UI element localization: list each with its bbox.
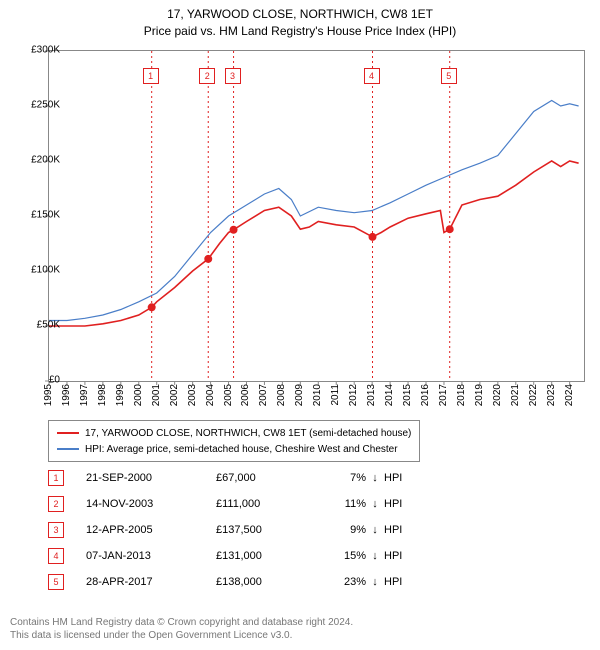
x-tick-label: 1997 xyxy=(79,384,90,406)
sale-price: £67,000 xyxy=(216,472,316,484)
footer-attribution: Contains HM Land Registry data © Crown c… xyxy=(10,616,353,642)
x-tick-label: 2024 xyxy=(564,384,575,406)
legend-item: 17, YARWOOD CLOSE, NORTHWICH, CW8 1ET (s… xyxy=(57,425,411,441)
x-tick-label: 2010 xyxy=(312,384,323,406)
x-tick-label: 2008 xyxy=(276,384,287,406)
sale-marker-box: 1 xyxy=(48,470,64,486)
sale-date: 28-APR-2017 xyxy=(86,576,216,588)
sale-marker-box: 4 xyxy=(48,548,64,564)
sales-row: 4 07-JAN-2013£131,00015%↓HPI xyxy=(48,543,424,569)
down-arrow-icon: ↓ xyxy=(366,550,384,562)
x-tick-label: 1996 xyxy=(61,384,72,406)
sale-hpi-suffix: HPI xyxy=(384,576,424,588)
sale-price: £137,500 xyxy=(216,524,316,536)
sale-pct: 7% xyxy=(316,472,366,484)
x-tick-label: 2019 xyxy=(474,384,485,406)
chart-sale-marker: 2 xyxy=(199,68,215,84)
x-tick-label: 2002 xyxy=(169,384,180,406)
legend: 17, YARWOOD CLOSE, NORTHWICH, CW8 1ET (s… xyxy=(48,420,420,462)
sale-date: 21-SEP-2000 xyxy=(86,472,216,484)
chart-plot-area xyxy=(48,50,585,382)
x-tick-label: 2015 xyxy=(402,384,413,406)
sale-price: £111,000 xyxy=(216,498,316,510)
chart-sale-marker: 3 xyxy=(225,68,241,84)
x-tick-label: 2005 xyxy=(223,384,234,406)
footer-line2: This data is licensed under the Open Gov… xyxy=(10,629,353,642)
x-tick-label: 2007 xyxy=(258,384,269,406)
sale-hpi-suffix: HPI xyxy=(384,550,424,562)
x-tick-label: 2006 xyxy=(240,384,251,406)
sale-pct: 23% xyxy=(316,576,366,588)
sale-marker-box: 3 xyxy=(48,522,64,538)
x-tick-label: 2020 xyxy=(492,384,503,406)
sale-pct: 11% xyxy=(316,498,366,510)
x-tick-label: 2000 xyxy=(133,384,144,406)
y-tick-label: £300K xyxy=(31,45,60,56)
x-tick-label: 2023 xyxy=(546,384,557,406)
y-tick-label: £150K xyxy=(31,210,60,221)
down-arrow-icon: ↓ xyxy=(366,524,384,536)
sale-marker-box: 2 xyxy=(48,496,64,512)
x-tick-label: 2004 xyxy=(205,384,216,406)
legend-swatch xyxy=(57,448,79,450)
down-arrow-icon: ↓ xyxy=(366,498,384,510)
title-subtitle: Price paid vs. HM Land Registry's House … xyxy=(0,23,600,40)
legend-swatch xyxy=(57,432,79,434)
sale-pct: 9% xyxy=(316,524,366,536)
chart-container: 17, YARWOOD CLOSE, NORTHWICH, CW8 1ET Pr… xyxy=(0,0,600,650)
chart-sale-marker: 5 xyxy=(441,68,457,84)
down-arrow-icon: ↓ xyxy=(366,472,384,484)
chart-sale-marker: 1 xyxy=(143,68,159,84)
x-tick-label: 2009 xyxy=(294,384,305,406)
sale-hpi-suffix: HPI xyxy=(384,524,424,536)
x-tick-label: 2022 xyxy=(528,384,539,406)
down-arrow-icon: ↓ xyxy=(366,576,384,588)
sales-table: 121-SEP-2000£67,0007%↓HPI214-NOV-2003£11… xyxy=(48,465,424,595)
x-tick-label: 2011 xyxy=(330,384,341,406)
y-tick-label: £50K xyxy=(37,320,60,331)
sales-row: 2 14-NOV-2003£111,00011%↓HPI xyxy=(48,491,424,517)
x-tick-label: 2013 xyxy=(366,384,377,406)
chart-svg xyxy=(49,51,584,381)
sale-date: 07-JAN-2013 xyxy=(86,550,216,562)
legend-label: 17, YARWOOD CLOSE, NORTHWICH, CW8 1ET (s… xyxy=(85,428,411,439)
y-tick-label: £100K xyxy=(31,265,60,276)
sale-pct: 15% xyxy=(316,550,366,562)
x-tick-label: 1995 xyxy=(43,384,54,406)
x-tick-label: 2014 xyxy=(384,384,395,406)
y-tick-label: £200K xyxy=(31,155,60,166)
title-address: 17, YARWOOD CLOSE, NORTHWICH, CW8 1ET xyxy=(0,6,600,23)
legend-label: HPI: Average price, semi-detached house,… xyxy=(85,444,398,455)
title-block: 17, YARWOOD CLOSE, NORTHWICH, CW8 1ET Pr… xyxy=(0,0,600,40)
sale-date: 12-APR-2005 xyxy=(86,524,216,536)
sale-price: £131,000 xyxy=(216,550,316,562)
sales-row: 1 21-SEP-2000£67,0007%↓HPI xyxy=(48,465,424,491)
sales-row: 5 28-APR-2017£138,00023%↓HPI xyxy=(48,569,424,595)
x-tick-label: 2001 xyxy=(151,384,162,406)
x-tick-label: 2016 xyxy=(420,384,431,406)
x-tick-label: 2018 xyxy=(456,384,467,406)
legend-item: HPI: Average price, semi-detached house,… xyxy=(57,441,411,457)
sales-row: 3 12-APR-2005£137,5009%↓HPI xyxy=(48,517,424,543)
sale-price: £138,000 xyxy=(216,576,316,588)
x-tick-label: 2012 xyxy=(348,384,359,406)
sale-hpi-suffix: HPI xyxy=(384,498,424,510)
x-tick-label: 1999 xyxy=(115,384,126,406)
y-tick-label: £250K xyxy=(31,100,60,111)
x-tick-label: 2021 xyxy=(510,384,521,406)
sale-date: 14-NOV-2003 xyxy=(86,498,216,510)
x-tick-label: 2003 xyxy=(187,384,198,406)
x-tick-label: 2017 xyxy=(438,384,449,406)
footer-line1: Contains HM Land Registry data © Crown c… xyxy=(10,616,353,629)
sale-hpi-suffix: HPI xyxy=(384,472,424,484)
sale-marker-box: 5 xyxy=(48,574,64,590)
chart-sale-marker: 4 xyxy=(364,68,380,84)
x-tick-label: 1998 xyxy=(97,384,108,406)
